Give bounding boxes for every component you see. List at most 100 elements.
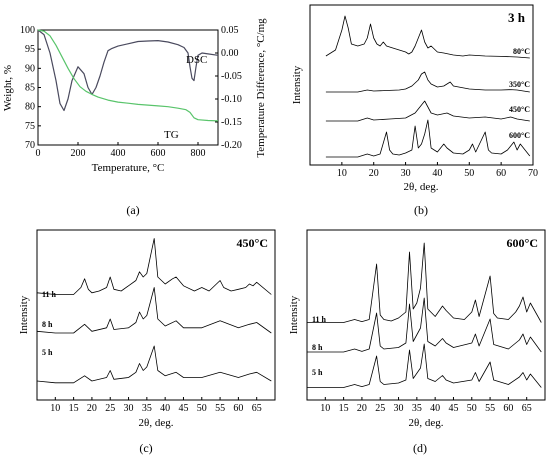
panel-a-ytick-left-label: 85 bbox=[25, 83, 35, 94]
panel-a-xtick-label: 600 bbox=[151, 148, 166, 159]
panel-c-xtick-label: 10 bbox=[50, 403, 60, 414]
panel-c-xtick-label: 50 bbox=[197, 403, 207, 414]
panel-d-xtick-label: 65 bbox=[522, 403, 532, 414]
panel-b-series-3 bbox=[325, 119, 531, 158]
label-11h-c: 11 h bbox=[42, 290, 57, 299]
panel-a-xtick-label: 400 bbox=[111, 148, 126, 159]
panel-c-xrd-450: 10 15 20 25 30 35 40 45 50 55 60 65 450°C 11 h 8 h … bbox=[18, 229, 276, 455]
panel-c-xtick-label: 15 bbox=[69, 403, 79, 414]
panel-d-xtick-label: 25 bbox=[375, 403, 385, 414]
series-tg bbox=[37, 29, 219, 122]
series-dsc bbox=[37, 29, 219, 112]
panel-b-series-1 bbox=[325, 71, 530, 93]
panel-c-xtick-label: 35 bbox=[142, 403, 152, 414]
panel-b-series-2 bbox=[325, 100, 530, 122]
label-8h-c: 8 h bbox=[42, 320, 53, 329]
panel-d-ylabel: Intensity bbox=[288, 295, 300, 334]
panel-a-ytick-right-label: -0.15 bbox=[221, 117, 242, 128]
panel-c-xtick-label: 55 bbox=[215, 403, 225, 414]
panel-a-ytick-right-label: -0.05 bbox=[221, 71, 242, 82]
panel-a-xtick-label: 0 bbox=[36, 148, 41, 159]
panel-c-series-2 bbox=[36, 345, 272, 384]
panel-b-xtick-label: 20 bbox=[369, 168, 379, 179]
panel-d-xlabel: 2θ, deg. bbox=[409, 417, 444, 429]
panel-a-xtick-label: 200 bbox=[71, 148, 86, 159]
label-5h-d: 5 h bbox=[312, 368, 323, 377]
tg-annotation: TG bbox=[164, 129, 179, 141]
panel-a-ytick-right-label: 0.00 bbox=[221, 48, 239, 59]
panel-b-xtick-label: 30 bbox=[401, 168, 411, 179]
panel-b-xlabel: 2θ, deg. bbox=[404, 181, 439, 193]
panel-d-xtick-label: 50 bbox=[467, 403, 477, 414]
panel-d-series-1 bbox=[307, 297, 542, 353]
panel-a-series bbox=[37, 29, 219, 122]
panel-d-xtick-label: 15 bbox=[339, 403, 349, 414]
panel-c-xtick-label: 60 bbox=[233, 403, 243, 414]
panel-a-ytick-left-label: 90 bbox=[25, 63, 35, 74]
panel-b-xtick-label: 70 bbox=[528, 168, 538, 179]
panel-d-xtick-label: 55 bbox=[485, 403, 495, 414]
panel-b-frame bbox=[309, 4, 534, 166]
panel-b-xtick-label: 60 bbox=[496, 168, 506, 179]
panel-d-series-0 bbox=[307, 242, 542, 323]
panel-b-title: 3 h bbox=[508, 10, 526, 25]
panel-b-series-0 bbox=[325, 15, 530, 59]
panel-b-series bbox=[325, 15, 531, 158]
panel-a-ytick-right-label: 0.05 bbox=[221, 25, 239, 36]
panel-d-xtick-label: 30 bbox=[394, 403, 404, 414]
panel-c-xtick-label: 65 bbox=[252, 403, 262, 414]
panel-c-ylabel: Intensity bbox=[18, 295, 30, 334]
panel-d-xtick-label: 20 bbox=[357, 403, 367, 414]
panel-a-ylabel-left: Weight, % bbox=[2, 65, 14, 111]
panel-b-xrd-temperature: 10 20 30 40 50 60 70 3 h 80°C 350°C 450°C 600°… bbox=[291, 4, 538, 217]
label-450c: 450°C bbox=[509, 105, 530, 114]
panel-a-ytick-right-label: -0.10 bbox=[221, 94, 242, 105]
panel-d-frame bbox=[306, 229, 546, 401]
panel-a-ytick-left-label: 100 bbox=[20, 25, 35, 36]
panel-b-ticks: 10 20 30 40 50 60 70 bbox=[337, 162, 538, 179]
panel-b-ylabel: Intensity bbox=[291, 65, 303, 104]
panel-d-xrd-600: 10 15 20 25 30 35 40 45 50 55 60 65 600°C 11 h 8 h … bbox=[288, 229, 546, 455]
panel-d-title: 600°C bbox=[507, 236, 538, 250]
label-5h-c: 5 h bbox=[42, 348, 53, 357]
label-600c: 600°C bbox=[509, 131, 530, 140]
panel-a-ytick-left-label: 95 bbox=[25, 44, 35, 55]
panel-d-xtick-label: 10 bbox=[320, 403, 330, 414]
panel-c-xtick-label: 30 bbox=[124, 403, 134, 414]
panel-c-series-1 bbox=[36, 287, 272, 334]
panel-c-xtick-label: 45 bbox=[178, 403, 188, 414]
label-350c: 350°C bbox=[509, 80, 530, 89]
panel-a-frame bbox=[37, 29, 219, 146]
panel-c-xtick-label: 25 bbox=[105, 403, 115, 414]
panel-c-label: (c) bbox=[139, 441, 152, 455]
panel-c-ticks: 10 15 20 25 30 35 40 45 50 55 60 65 bbox=[50, 397, 262, 414]
panel-c-frame bbox=[36, 229, 276, 401]
panel-a-ylabel-right: Temperature Difference, °C/mg bbox=[255, 18, 267, 158]
panel-a-tga-dsc: 0 200 400 600 800 70 75 80 85 90 95 100 0.05 0.00 -0.0… bbox=[2, 18, 267, 217]
panel-c-title: 450°C bbox=[237, 236, 268, 250]
panel-c-xlabel: 2θ, deg. bbox=[139, 417, 174, 429]
panel-a-ticks: 0 200 400 600 800 70 75 80 85 90 95 100 0.05 0.00 -0.0… bbox=[20, 25, 242, 159]
panel-c-xtick-label: 20 bbox=[87, 403, 97, 414]
label-11h-d: 11 h bbox=[312, 315, 327, 324]
panel-a-xtick-label: 800 bbox=[191, 148, 206, 159]
panel-c-xtick-label: 40 bbox=[160, 403, 170, 414]
panel-d-ticks: 10 15 20 25 30 35 40 45 50 55 60 65 bbox=[320, 397, 532, 414]
dsc-annotation: DSC bbox=[186, 54, 207, 66]
panel-d-series bbox=[307, 242, 542, 388]
panel-d-xtick-label: 60 bbox=[503, 403, 513, 414]
panel-d-label: (d) bbox=[413, 441, 427, 455]
panel-b-xtick-label: 50 bbox=[464, 168, 474, 179]
panel-d-xtick-label: 40 bbox=[430, 403, 440, 414]
panel-d-xtick-label: 45 bbox=[448, 403, 458, 414]
label-8h-d: 8 h bbox=[312, 343, 323, 352]
panel-a-label: (a) bbox=[126, 203, 139, 217]
panel-a-ytick-left-label: 75 bbox=[25, 121, 35, 132]
panel-b-xtick-label: 40 bbox=[432, 168, 442, 179]
panel-b-xtick-label: 10 bbox=[337, 168, 347, 179]
panel-c-series-0 bbox=[36, 238, 272, 295]
panel-b-label: (b) bbox=[414, 203, 428, 217]
panel-c-series bbox=[36, 238, 272, 384]
panel-a-xlabel: Temperature, °C bbox=[92, 162, 165, 174]
